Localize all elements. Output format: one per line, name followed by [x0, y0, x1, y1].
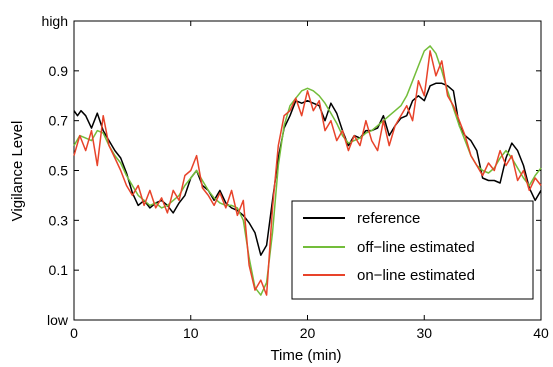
y-tick-label: 0.1	[49, 262, 69, 278]
legend-label-off-line: off−line estimated	[357, 239, 475, 256]
y-tick-label: 0.3	[49, 212, 69, 228]
y-tick-label: low	[47, 312, 69, 328]
x-tick-label: 30	[416, 325, 432, 341]
on-line-estimated-line	[73, 50, 542, 296]
series-lines	[73, 45, 542, 296]
x-axis-label: Time (min)	[270, 347, 341, 364]
y-tick-label: 0.9	[49, 63, 69, 79]
y-tick-label: high	[42, 13, 68, 29]
y-axis-label: Vigilance Level	[9, 121, 26, 222]
legend-label-on-line: on−line estimated	[357, 267, 475, 284]
axis-ticks	[73, 20, 542, 321]
legend-label-reference: reference	[357, 210, 420, 227]
x-tick-label: 10	[183, 325, 199, 341]
x-tick-label: 40	[533, 325, 549, 341]
y-tick-label: 0.7	[49, 113, 69, 129]
x-tick-label: 20	[300, 325, 316, 341]
legend: reference off−line estimated on−line est…	[291, 200, 534, 300]
y-tick-label: 0.5	[49, 163, 69, 179]
off-line-estimated-line	[73, 45, 542, 296]
axis-tick-labels: 0 10 20 30 40 low 0.1 0.3 0.5 0.7 0.9 high	[42, 13, 549, 341]
x-tick-label: 0	[70, 325, 78, 341]
